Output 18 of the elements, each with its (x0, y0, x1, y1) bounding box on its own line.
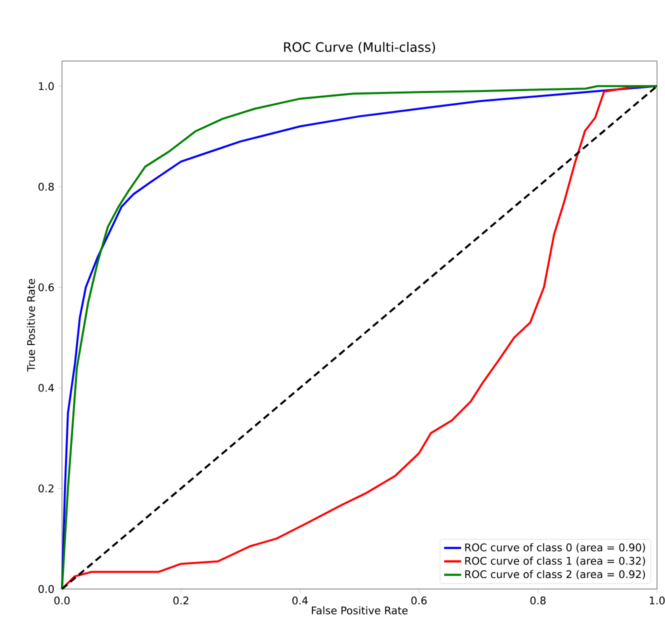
x-tick-label: 0.2 (173, 596, 188, 604)
legend-label: ROC curve of class 2 (area = 0.92) (465, 570, 645, 580)
y-tick-label: 0.0 (38, 585, 54, 593)
y-axis-title: True Positive Rate (26, 278, 35, 372)
x-tick-label: 0.6 (411, 596, 427, 604)
y-tick-label: 0.4 (38, 384, 54, 392)
y-tick-label: 0.6 (38, 283, 54, 292)
x-tick-label: 0.8 (530, 596, 546, 604)
x-axis-title: False Positive Rate (312, 606, 408, 614)
legend-label: ROC curve of class 0 (area = 0.90) (465, 543, 645, 553)
legend-label: ROC curve of class 1 (area = 0.32) (465, 556, 645, 566)
chart-title: ROC Curve (Multi-class) (284, 42, 436, 54)
x-tick-label: 1.0 (650, 596, 665, 604)
y-tick-label: 0.8 (38, 182, 54, 191)
y-tick-label: 0.2 (38, 484, 54, 492)
x-tick-label: 0.4 (292, 596, 308, 604)
x-tick-label: 0.0 (54, 596, 70, 604)
y-tick-label: 1.0 (38, 82, 54, 90)
